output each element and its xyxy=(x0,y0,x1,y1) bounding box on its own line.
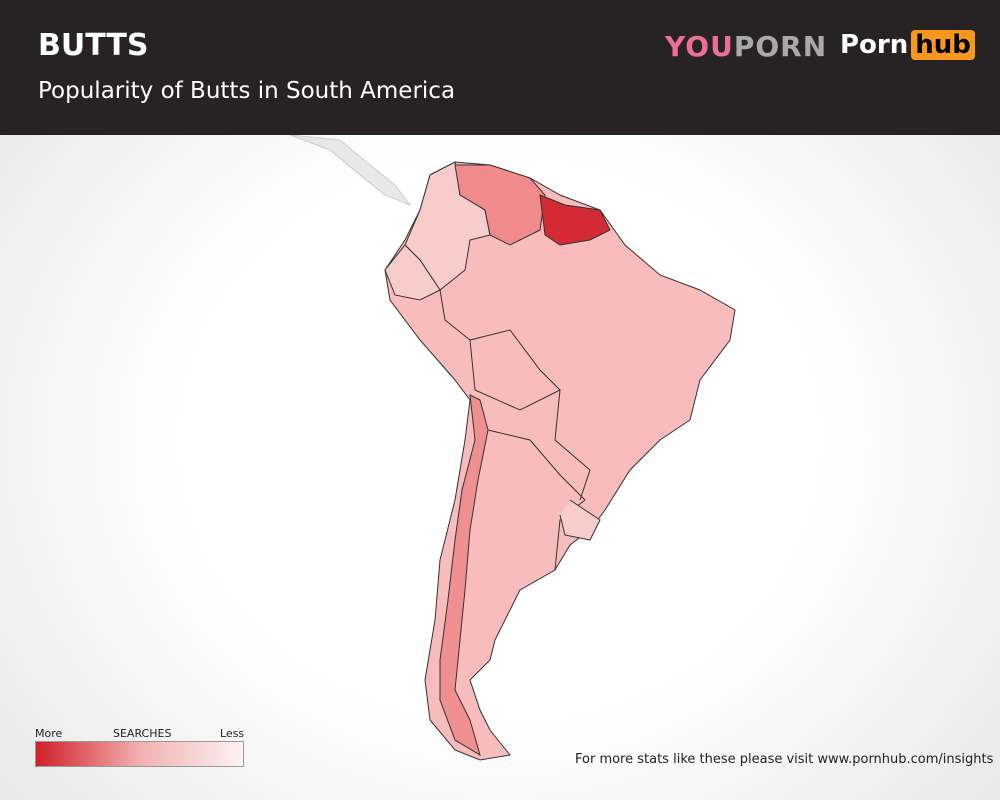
map xyxy=(289,135,736,761)
border xyxy=(469,329,561,391)
logo-text: PORN xyxy=(733,30,828,63)
logo-text: YOU xyxy=(665,30,734,63)
ecuador xyxy=(384,244,441,301)
continent xyxy=(384,161,736,761)
central-america xyxy=(289,135,412,207)
legend-more: More xyxy=(35,727,63,740)
title: BUTTS xyxy=(38,28,149,63)
legend-title: SEARCHES xyxy=(113,727,172,740)
logo-text: hub xyxy=(911,30,975,60)
border xyxy=(439,289,476,391)
uruguay xyxy=(559,499,601,541)
footer: For more stats like these please visit w… xyxy=(575,752,994,767)
guianas xyxy=(539,194,611,246)
chile xyxy=(439,394,489,757)
border xyxy=(487,429,586,571)
logo-text: Porn xyxy=(840,30,909,60)
subtitle: Popularity of Butts in South America xyxy=(38,78,456,104)
border xyxy=(474,389,591,501)
legend-less: Less xyxy=(220,727,245,740)
pornhub-logo[interactable]: Porn hub xyxy=(840,30,975,60)
header-bar xyxy=(0,0,1000,135)
venezuela xyxy=(454,164,546,246)
youporn-logo[interactable]: YOUPORN xyxy=(665,30,827,63)
legend-gradient xyxy=(35,741,244,767)
